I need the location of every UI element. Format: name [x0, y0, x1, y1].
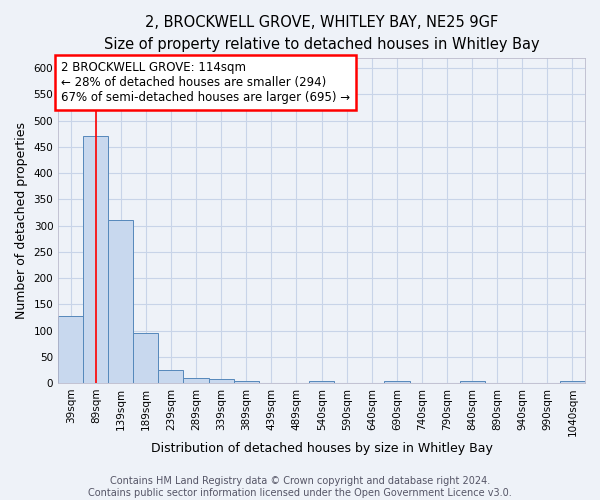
Bar	[460, 381, 485, 383]
Bar	[133, 332, 158, 383]
Bar	[209, 380, 233, 383]
Title: 2, BROCKWELL GROVE, WHITLEY BAY, NE25 9GF
Size of property relative to detached : 2, BROCKWELL GROVE, WHITLEY BAY, NE25 9G…	[104, 15, 539, 52]
Bar	[58, 316, 83, 383]
Bar	[560, 381, 585, 383]
Bar	[108, 220, 133, 383]
Text: 2 BROCKWELL GROVE: 114sqm
← 28% of detached houses are smaller (294)
67% of semi: 2 BROCKWELL GROVE: 114sqm ← 28% of detac…	[61, 61, 350, 104]
Y-axis label: Number of detached properties: Number of detached properties	[15, 122, 28, 319]
Text: Contains HM Land Registry data © Crown copyright and database right 2024.
Contai: Contains HM Land Registry data © Crown c…	[88, 476, 512, 498]
Bar	[385, 381, 410, 383]
Bar	[158, 370, 184, 383]
Bar	[83, 136, 108, 383]
Bar	[310, 381, 334, 383]
Bar	[184, 378, 209, 383]
Bar	[233, 381, 259, 383]
X-axis label: Distribution of detached houses by size in Whitley Bay: Distribution of detached houses by size …	[151, 442, 493, 455]
